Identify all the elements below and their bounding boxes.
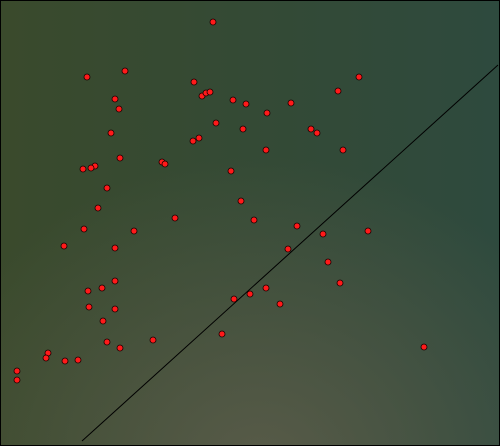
data-point[interactable]	[83, 73, 91, 81]
data-point[interactable]	[336, 279, 344, 287]
data-point[interactable]	[84, 287, 92, 295]
data-point[interactable]	[239, 125, 247, 133]
data-point[interactable]	[212, 119, 220, 127]
regression-lines	[81, 64, 499, 442]
data-point[interactable]	[262, 284, 270, 292]
data-point[interactable]	[420, 343, 428, 351]
data-point[interactable]	[61, 357, 69, 365]
data-point[interactable]	[130, 227, 138, 235]
data-point[interactable]	[111, 305, 119, 313]
data-point[interactable]	[171, 214, 179, 222]
data-point[interactable]	[190, 78, 198, 86]
data-point[interactable]	[237, 197, 245, 205]
data-point[interactable]	[13, 367, 21, 375]
data-point[interactable]	[98, 284, 106, 292]
data-point[interactable]	[293, 222, 301, 230]
data-point[interactable]	[99, 317, 107, 325]
data-points	[13, 18, 428, 384]
data-point[interactable]	[324, 258, 332, 266]
data-point[interactable]	[334, 87, 342, 95]
data-point[interactable]	[242, 100, 250, 108]
data-point[interactable]	[149, 336, 157, 344]
data-point[interactable]	[74, 356, 82, 364]
data-point[interactable]	[103, 184, 111, 192]
data-point[interactable]	[218, 330, 226, 338]
data-point[interactable]	[85, 303, 93, 311]
data-point[interactable]	[364, 227, 372, 235]
data-point[interactable]	[284, 245, 292, 253]
data-point[interactable]	[313, 129, 321, 137]
data-point[interactable]	[189, 137, 197, 145]
data-point[interactable]	[79, 165, 87, 173]
data-point[interactable]	[195, 134, 203, 142]
data-point[interactable]	[307, 125, 315, 133]
data-point[interactable]	[209, 18, 217, 26]
data-point[interactable]	[80, 225, 88, 233]
data-point[interactable]	[94, 204, 102, 212]
data-point[interactable]	[115, 105, 123, 113]
data-point[interactable]	[262, 146, 270, 154]
data-point[interactable]	[206, 88, 214, 96]
data-point[interactable]	[287, 99, 295, 107]
data-point[interactable]	[60, 242, 68, 250]
data-point[interactable]	[230, 295, 238, 303]
data-point[interactable]	[229, 96, 237, 104]
data-point[interactable]	[121, 67, 129, 75]
data-point[interactable]	[319, 230, 327, 238]
data-point[interactable]	[87, 164, 95, 172]
data-point[interactable]	[103, 338, 111, 346]
data-point[interactable]	[107, 129, 115, 137]
data-point[interactable]	[116, 344, 124, 352]
data-point[interactable]	[116, 154, 124, 162]
data-point[interactable]	[13, 376, 21, 384]
data-point[interactable]	[263, 109, 271, 117]
data-point[interactable]	[111, 244, 119, 252]
data-point[interactable]	[246, 290, 254, 298]
data-point[interactable]	[111, 95, 119, 103]
data-point[interactable]	[276, 300, 284, 308]
data-point[interactable]	[227, 167, 235, 175]
data-point[interactable]	[161, 160, 169, 168]
data-point[interactable]	[111, 277, 119, 285]
trend-line	[81, 64, 499, 442]
data-point[interactable]	[355, 73, 363, 81]
data-point[interactable]	[42, 354, 50, 362]
data-point[interactable]	[250, 216, 258, 224]
data-point[interactable]	[339, 146, 347, 154]
